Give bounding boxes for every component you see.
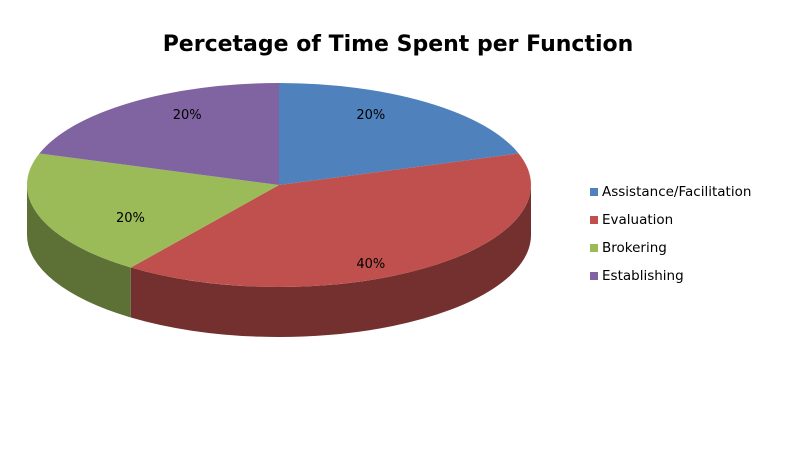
slice-side: [26, 185, 131, 318]
data-label: 40%: [356, 257, 385, 272]
legend-swatch: [590, 272, 598, 280]
slice: [130, 153, 532, 287]
pie: 20% 40% 20% 20%: [26, 83, 532, 337]
legend-label: Establishing: [602, 268, 684, 284]
data-label: 20%: [116, 211, 145, 226]
slice: [279, 83, 519, 185]
chart-title: Percetage of Time Spent per Function: [163, 32, 634, 57]
data-label: 20%: [173, 108, 202, 123]
legend: Assistance/Facilitation Evaluation Brokeri…: [590, 184, 751, 284]
legend-swatch: [590, 244, 598, 252]
data-label: 20%: [356, 108, 385, 123]
legend-label: Evaluation: [602, 212, 673, 228]
slice: [26, 153, 280, 268]
slice: [39, 83, 280, 185]
slice-side: [130, 185, 531, 337]
legend-swatch: [590, 216, 598, 224]
legend-swatch: [590, 188, 598, 196]
legend-label: Assistance/Facilitation: [602, 184, 751, 200]
legend-label: Brokering: [602, 240, 667, 256]
